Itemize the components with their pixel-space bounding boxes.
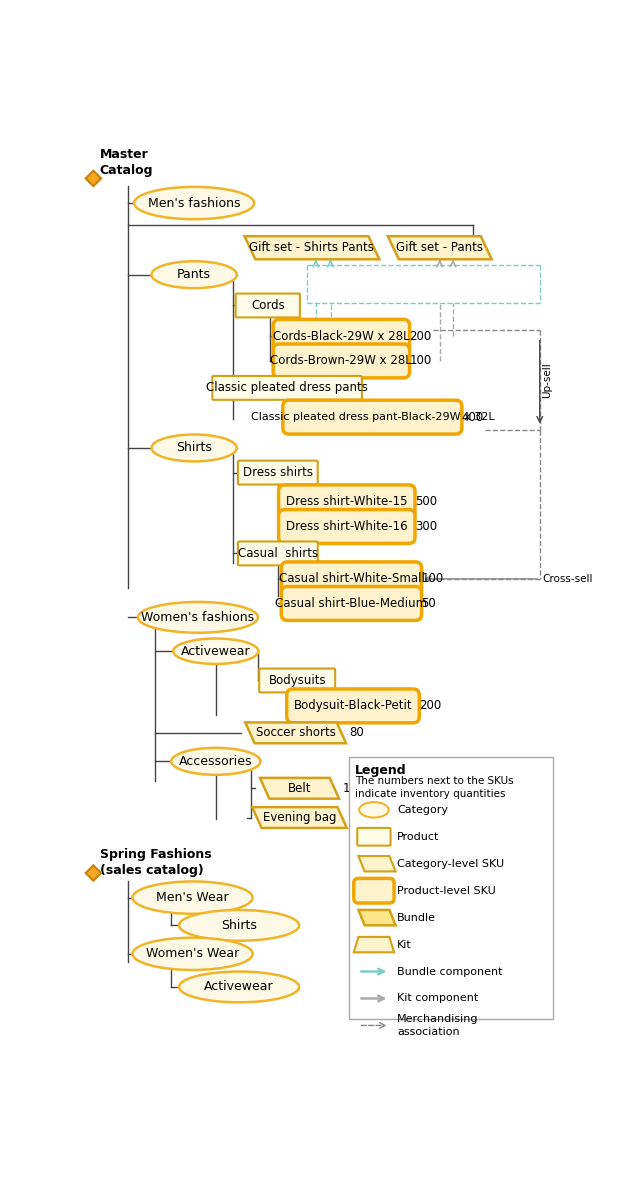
- Text: Spring Fashions
(sales catalog): Spring Fashions (sales catalog): [100, 849, 211, 877]
- Text: Bodysuit-Black-Petit: Bodysuit-Black-Petit: [293, 699, 412, 712]
- Text: Shirts: Shirts: [176, 441, 212, 454]
- Text: Dress shirts: Dress shirts: [243, 466, 313, 479]
- Text: Dress shirt-White-16: Dress shirt-White-16: [286, 520, 407, 533]
- Ellipse shape: [173, 639, 259, 664]
- Text: Product-level SKU: Product-level SKU: [397, 885, 496, 896]
- Polygon shape: [252, 808, 347, 828]
- Ellipse shape: [138, 602, 258, 633]
- Ellipse shape: [179, 910, 299, 941]
- Text: Bundle component: Bundle component: [397, 967, 503, 976]
- Text: Gift set - Shirts Pants: Gift set - Shirts Pants: [249, 242, 374, 255]
- FancyBboxPatch shape: [283, 400, 462, 434]
- Ellipse shape: [133, 882, 253, 914]
- Text: Up-sell: Up-sell: [542, 362, 552, 399]
- Text: Men's Wear: Men's Wear: [156, 891, 229, 904]
- Ellipse shape: [151, 262, 237, 288]
- Text: Master
Catalog: Master Catalog: [100, 147, 153, 177]
- FancyBboxPatch shape: [238, 541, 318, 566]
- Text: Dress shirt-White-15: Dress shirt-White-15: [286, 495, 407, 508]
- Text: Category: Category: [397, 805, 448, 815]
- Text: Men's fashions: Men's fashions: [148, 197, 240, 210]
- Ellipse shape: [133, 937, 253, 970]
- Polygon shape: [245, 723, 346, 743]
- Text: 500: 500: [415, 495, 437, 508]
- Text: 200: 200: [409, 330, 432, 343]
- Text: Kit component: Kit component: [397, 994, 478, 1003]
- Polygon shape: [358, 856, 396, 871]
- Text: 150: 150: [343, 782, 365, 795]
- Text: Casual shirt-Blue-Medium: Casual shirt-Blue-Medium: [275, 597, 427, 610]
- Polygon shape: [85, 171, 101, 186]
- Polygon shape: [244, 236, 379, 259]
- Text: Cords-Brown-29W x 28L: Cords-Brown-29W x 28L: [270, 355, 412, 368]
- Polygon shape: [354, 937, 394, 953]
- Text: Category-level SKU: Category-level SKU: [397, 858, 504, 869]
- Text: Casual  shirts: Casual shirts: [238, 547, 318, 560]
- FancyBboxPatch shape: [354, 878, 394, 903]
- FancyBboxPatch shape: [278, 509, 415, 544]
- FancyBboxPatch shape: [238, 461, 318, 485]
- Polygon shape: [358, 910, 396, 926]
- FancyBboxPatch shape: [282, 586, 422, 620]
- Text: 100: 100: [409, 355, 432, 368]
- Text: Bodysuits: Bodysuits: [269, 674, 326, 687]
- Text: 200: 200: [419, 699, 441, 712]
- Polygon shape: [85, 865, 101, 881]
- Text: Women's fashions: Women's fashions: [141, 611, 255, 624]
- Text: Cords-Black-29W x 28L: Cords-Black-29W x 28L: [273, 330, 410, 343]
- Text: Casual shirt-White-Small: Casual shirt-White-Small: [278, 572, 424, 585]
- Text: Product: Product: [397, 832, 440, 842]
- Text: Soccer shorts: Soccer shorts: [255, 726, 336, 739]
- FancyBboxPatch shape: [278, 485, 415, 519]
- FancyBboxPatch shape: [259, 668, 335, 692]
- FancyBboxPatch shape: [357, 828, 391, 845]
- Text: 300: 300: [415, 520, 437, 533]
- Ellipse shape: [134, 187, 254, 219]
- Text: Women's Wear: Women's Wear: [146, 948, 239, 961]
- Text: Classic pleated dress pants: Classic pleated dress pants: [206, 381, 368, 395]
- Text: 300: 300: [351, 811, 373, 824]
- Ellipse shape: [151, 435, 237, 461]
- Text: 400: 400: [462, 410, 483, 423]
- Text: Shirts: Shirts: [221, 918, 257, 931]
- Text: Merchandising
association: Merchandising association: [397, 1014, 478, 1038]
- Text: Cross-sell: Cross-sell: [542, 574, 592, 584]
- Polygon shape: [260, 778, 339, 798]
- FancyBboxPatch shape: [273, 320, 409, 354]
- Ellipse shape: [179, 971, 299, 1002]
- Text: 50: 50: [421, 597, 436, 610]
- Text: Activewear: Activewear: [181, 645, 250, 658]
- Text: 100: 100: [421, 572, 444, 585]
- Text: 80: 80: [349, 726, 364, 739]
- Text: Evening bag: Evening bag: [263, 811, 336, 824]
- Text: Belt: Belt: [288, 782, 312, 795]
- FancyBboxPatch shape: [349, 757, 553, 1020]
- Text: Legend: Legend: [355, 764, 407, 777]
- FancyBboxPatch shape: [282, 562, 422, 595]
- Text: Kit: Kit: [397, 940, 412, 949]
- FancyBboxPatch shape: [212, 376, 362, 400]
- FancyBboxPatch shape: [273, 344, 409, 378]
- Ellipse shape: [171, 747, 260, 775]
- Text: Activewear: Activewear: [204, 981, 274, 994]
- Text: Cords: Cords: [251, 299, 285, 312]
- Text: The numbers next to the SKUs
indicate inventory quantities: The numbers next to the SKUs indicate in…: [355, 776, 514, 799]
- FancyBboxPatch shape: [287, 689, 419, 723]
- Text: Gift set - Pants: Gift set - Pants: [396, 242, 483, 255]
- Polygon shape: [388, 236, 492, 259]
- Text: Bundle: Bundle: [397, 913, 436, 923]
- FancyBboxPatch shape: [235, 294, 300, 317]
- Text: Pants: Pants: [177, 268, 211, 281]
- Text: Classic pleated dress pant-Black-29W x 32L: Classic pleated dress pant-Black-29W x 3…: [250, 413, 494, 422]
- Text: Accessories: Accessories: [179, 755, 252, 768]
- Ellipse shape: [359, 802, 389, 817]
